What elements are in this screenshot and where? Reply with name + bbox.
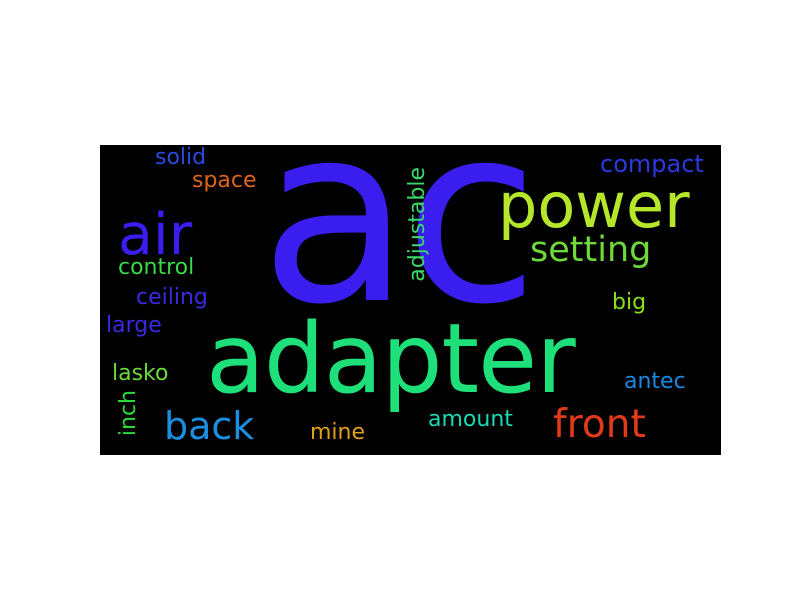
word-adjustable: adjustable — [405, 167, 430, 282]
word-solid: solid — [155, 145, 207, 170]
word-cloud: ac adapter power air setting front back … — [100, 145, 721, 455]
word-antec: antec — [624, 369, 686, 394]
word-inch: inch — [116, 390, 141, 437]
word-mine: mine — [310, 420, 366, 445]
word-back: back — [164, 404, 255, 448]
word-large: large — [106, 313, 162, 338]
word-space: space — [192, 168, 257, 193]
word-power: power — [498, 169, 690, 242]
word-control: control — [118, 255, 195, 280]
word-compact: compact — [600, 150, 704, 178]
word-ceiling: ceiling — [136, 285, 208, 310]
word-air: air — [118, 202, 193, 268]
word-setting: setting — [530, 230, 652, 270]
word-lasko: lasko — [112, 361, 169, 386]
word-adapter: adapter — [206, 303, 576, 415]
word-amount: amount — [428, 407, 513, 432]
word-big: big — [612, 290, 647, 315]
word-front: front — [553, 402, 646, 447]
word-ac: ac — [260, 145, 539, 358]
